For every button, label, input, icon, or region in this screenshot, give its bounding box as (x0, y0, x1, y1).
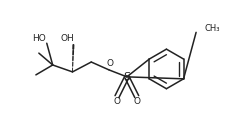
Text: OH: OH (60, 34, 74, 43)
Text: O: O (113, 97, 120, 106)
Text: HO: HO (32, 34, 46, 43)
Text: S: S (123, 72, 130, 82)
Text: O: O (133, 97, 140, 106)
Text: O: O (106, 59, 113, 68)
Text: CH₃: CH₃ (203, 24, 218, 33)
